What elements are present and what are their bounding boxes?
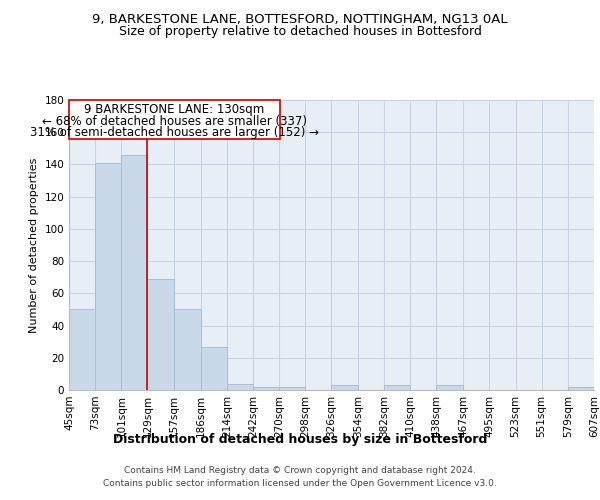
Bar <box>121 155 148 390</box>
Text: Size of property relative to detached houses in Bottesford: Size of property relative to detached ho… <box>119 25 481 38</box>
Text: Contains HM Land Registry data © Crown copyright and database right 2024.: Contains HM Land Registry data © Crown c… <box>124 466 476 475</box>
Text: 31% of semi-detached houses are larger (152) →: 31% of semi-detached houses are larger (… <box>30 126 319 139</box>
Text: 9 BARKESTONE LANE: 130sqm: 9 BARKESTONE LANE: 130sqm <box>85 103 265 116</box>
Bar <box>436 385 463 390</box>
Text: 9, BARKESTONE LANE, BOTTESFORD, NOTTINGHAM, NG13 0AL: 9, BARKESTONE LANE, BOTTESFORD, NOTTINGH… <box>92 12 508 26</box>
Bar <box>148 279 173 390</box>
Bar <box>384 385 410 390</box>
Bar <box>568 387 594 390</box>
Bar <box>69 310 95 390</box>
Y-axis label: Number of detached properties: Number of detached properties <box>29 158 39 332</box>
Bar <box>279 387 305 390</box>
Bar <box>69 100 280 138</box>
Text: ← 68% of detached houses are smaller (337): ← 68% of detached houses are smaller (33… <box>42 114 307 128</box>
Text: Contains public sector information licensed under the Open Government Licence v3: Contains public sector information licen… <box>103 479 497 488</box>
Bar <box>253 387 279 390</box>
Text: Distribution of detached houses by size in Bottesford: Distribution of detached houses by size … <box>113 432 487 446</box>
Bar <box>95 163 121 390</box>
Bar <box>227 384 253 390</box>
Bar <box>201 346 227 390</box>
Bar <box>173 310 201 390</box>
Bar <box>331 385 358 390</box>
